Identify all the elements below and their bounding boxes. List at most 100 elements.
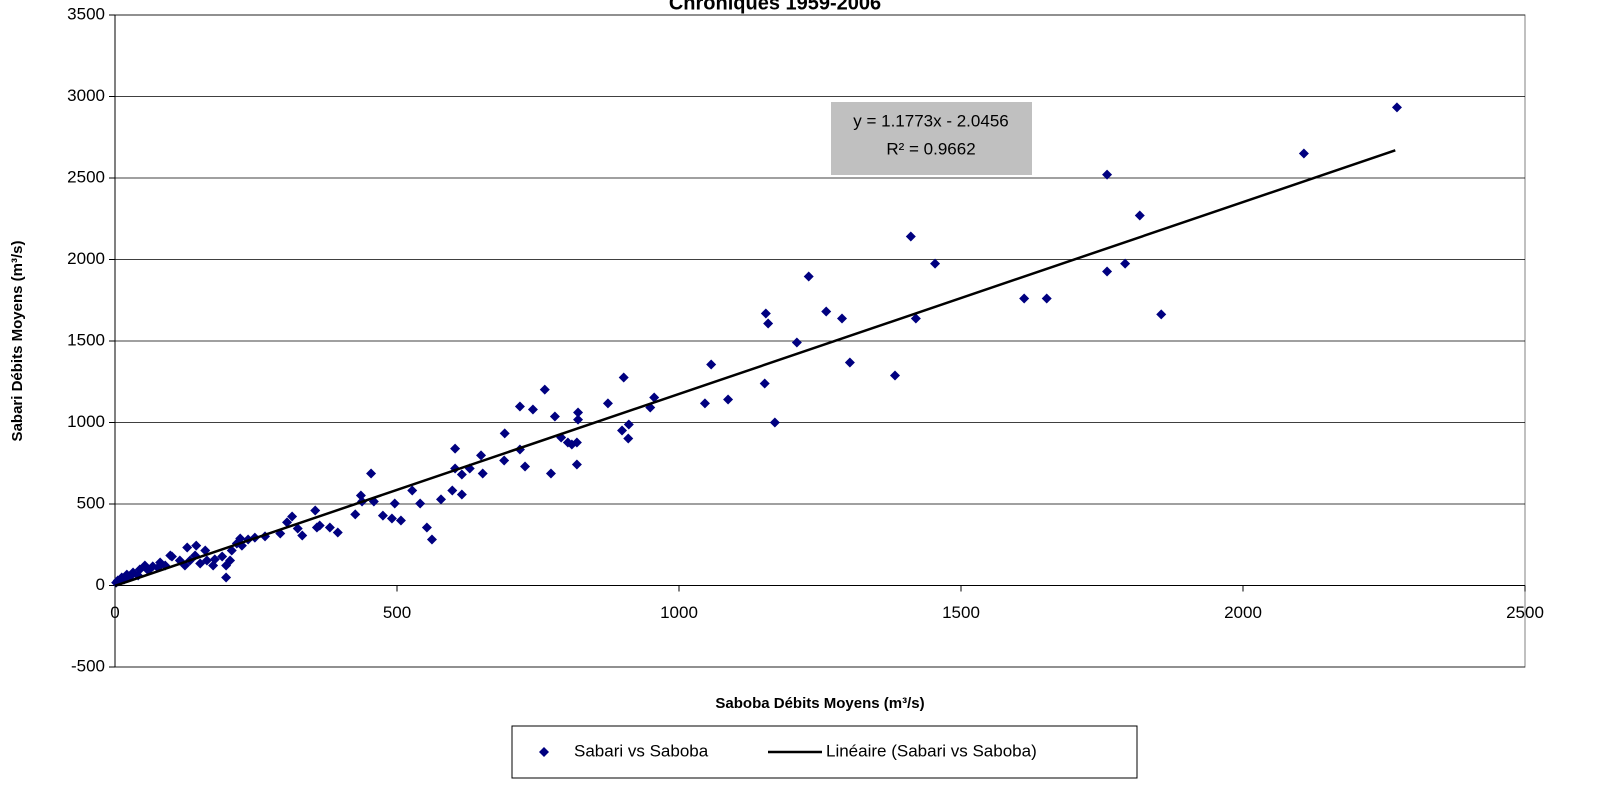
point: [435, 494, 446, 505]
point: [760, 308, 771, 319]
point: [699, 398, 710, 409]
point: [221, 572, 232, 583]
point: [310, 505, 321, 516]
point: [421, 522, 432, 533]
point: [930, 258, 941, 269]
point: [200, 545, 211, 556]
trend-line: [114, 149, 1396, 588]
point: [1102, 169, 1113, 180]
point: [836, 313, 847, 324]
point: [499, 428, 510, 439]
point: [366, 468, 377, 479]
point: [477, 468, 488, 479]
point: [602, 398, 613, 409]
point: [1391, 102, 1402, 113]
point: [182, 542, 193, 553]
y-tick-label: 2000: [67, 249, 105, 268]
point: [386, 513, 397, 524]
point: [573, 414, 584, 425]
point: [221, 560, 232, 571]
point: [476, 450, 487, 461]
y-tick-label: 3500: [67, 4, 105, 23]
point: [623, 419, 634, 430]
annotation: y = 1.1773x - 2.0456: [853, 111, 1008, 130]
y-tick-label: 500: [77, 493, 105, 512]
point: [791, 337, 802, 348]
legend-label: Linéaire (Sabari vs Saboba): [826, 741, 1037, 760]
point: [447, 485, 458, 496]
point: [905, 231, 916, 242]
point: [571, 459, 582, 470]
point: [890, 370, 901, 381]
legend-marker: [539, 747, 549, 757]
point: [389, 498, 400, 509]
point: [350, 509, 361, 520]
point: [706, 359, 717, 370]
point: [282, 517, 293, 528]
x-tick-label: 500: [383, 603, 411, 622]
point: [759, 378, 770, 389]
point: [520, 461, 531, 472]
chart-title: Chroniques 1959-2006: [669, 0, 881, 14]
annotation-box: [831, 102, 1032, 175]
point: [287, 511, 298, 522]
y-tick-label: 1500: [67, 330, 105, 349]
x-axis-label: Saboba Débits Moyens (m³/s): [715, 695, 924, 712]
y-tick-label: 1000: [67, 412, 105, 431]
point: [415, 498, 426, 509]
x-tick-label: 2500: [1506, 603, 1544, 622]
legend: [511, 725, 1138, 779]
point: [571, 437, 582, 448]
x-tick-label: 1500: [942, 603, 980, 622]
point: [395, 515, 406, 526]
point: [573, 407, 584, 418]
point: [208, 560, 219, 571]
point: [292, 523, 303, 534]
point: [539, 384, 550, 395]
point: [191, 540, 202, 551]
point: [324, 522, 335, 533]
point: [1120, 258, 1131, 269]
point: [763, 318, 774, 329]
point: [527, 404, 538, 415]
x-tick-label: 0: [110, 603, 119, 622]
y-tick-label: 0: [96, 575, 105, 594]
point: [297, 530, 308, 541]
point: [165, 550, 176, 561]
point: [332, 527, 343, 538]
y-axis-label: Sabari Débits Moyens (m³/s): [9, 241, 26, 442]
point: [844, 357, 855, 368]
point: [723, 394, 734, 405]
y-tick-label: 2500: [67, 167, 105, 186]
point: [311, 522, 322, 533]
point: [910, 313, 921, 324]
x-tick-label: 2000: [1224, 603, 1262, 622]
point: [217, 551, 228, 562]
point: [618, 372, 629, 383]
x-tick-label: 1000: [660, 603, 698, 622]
point: [426, 534, 437, 545]
point: [514, 401, 525, 412]
point: [623, 433, 634, 444]
annotation: R² = 0.9662: [886, 139, 975, 158]
point: [450, 443, 461, 454]
point: [1041, 293, 1052, 304]
y-tick-label: -500: [71, 656, 105, 675]
y-tick-label: 3000: [67, 86, 105, 105]
point: [769, 417, 780, 428]
point: [549, 411, 560, 422]
point: [407, 485, 418, 496]
point: [649, 392, 660, 403]
point: [1102, 266, 1113, 277]
point: [195, 558, 206, 569]
point: [1156, 309, 1167, 320]
point: [456, 469, 467, 480]
point: [377, 510, 388, 521]
point: [1019, 293, 1030, 304]
legend-label: Sabari vs Saboba: [574, 741, 709, 760]
point: [1134, 210, 1145, 221]
point: [803, 271, 814, 282]
point: [1298, 148, 1309, 159]
